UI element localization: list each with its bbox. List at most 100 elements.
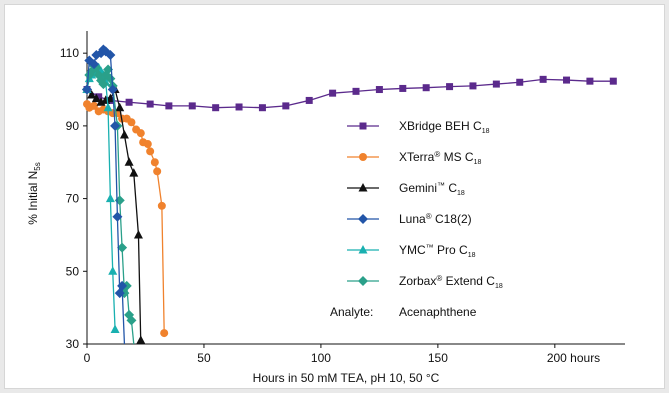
data-point: [188, 102, 196, 110]
legend-entry: XTerra® MS C18: [347, 150, 481, 166]
data-point: [146, 147, 155, 156]
series-layer: [82, 44, 617, 345]
legend-label-rest: C18(2): [432, 212, 472, 226]
data-point: [117, 242, 128, 253]
x-tick-label: 0: [84, 351, 91, 365]
legend-label-main: Zorbax: [399, 274, 436, 288]
data-point: [165, 102, 173, 110]
legend-label: Gemini™ C18: [399, 181, 465, 197]
annotation-label: Analyte:: [330, 305, 373, 319]
chart-panel: 30 50 70 90 110 0 50 100 150 200 hours XBridge BE…: [4, 4, 665, 389]
y-tick-label: 30: [66, 337, 80, 351]
data-point: [107, 84, 118, 95]
data-point: [469, 82, 477, 90]
data-point: [105, 193, 115, 203]
x-axis-label: Hours in 50 mM TEA, pH 10, 50 °C: [253, 371, 440, 385]
data-point: [422, 84, 430, 92]
data-point: [399, 84, 407, 92]
data-point: [329, 89, 337, 97]
series-0: [83, 75, 617, 112]
legend-label: Luna® C18(2): [399, 212, 472, 226]
data-point: [90, 101, 99, 110]
y-tick-label: 50: [66, 264, 80, 278]
legend-label-trademark: ™: [437, 181, 445, 190]
annotation-value: Acenaphthene: [399, 305, 477, 319]
y-axis-label-main: % Initial N: [26, 171, 40, 225]
data-point: [212, 104, 220, 112]
legend-label-sub: 18: [457, 190, 465, 197]
legend-entry: YMC™ Pro C18: [347, 243, 476, 259]
y-tick-label: 110: [60, 46, 79, 60]
data-point: [98, 79, 109, 90]
data-point: [95, 93, 103, 101]
data-point: [136, 129, 145, 138]
legend-label-trademark: ®: [426, 212, 432, 221]
data-point: [105, 49, 116, 60]
data-point: [143, 140, 152, 149]
data-point: [82, 84, 92, 95]
data-point: [119, 129, 129, 139]
legend-label-rest: Pro C: [434, 243, 468, 257]
data-point: [103, 64, 114, 75]
legend-label-sub: 18: [468, 252, 476, 259]
x-tick-label: 50: [197, 351, 211, 365]
data-point: [282, 102, 290, 110]
legend-entry: XBridge BEH C18: [347, 119, 490, 135]
data-point: [115, 102, 125, 112]
data-point: [563, 76, 571, 84]
series-3: [82, 44, 128, 345]
legend-label-trademark: ®: [436, 274, 442, 283]
legend-label: XBridge BEH C18: [399, 119, 490, 135]
data-point: [133, 229, 143, 239]
legend-swatch-marker: [358, 183, 368, 192]
data-point: [110, 120, 121, 131]
data-point: [125, 98, 133, 106]
data-point: [129, 168, 139, 177]
legend-swatch-marker: [358, 276, 368, 286]
data-point: [352, 87, 360, 95]
data-point: [609, 77, 617, 85]
data-point: [146, 100, 154, 108]
data-point: [539, 75, 547, 83]
data-point: [586, 77, 594, 85]
legend-label: XTerra® MS C18: [399, 150, 481, 166]
legend-label-main: Gemini: [399, 181, 437, 195]
data-point: [305, 96, 313, 104]
data-point: [105, 93, 115, 103]
data-point: [103, 102, 113, 112]
legend-label-rest: Extend C: [442, 274, 495, 288]
data-point: [89, 59, 100, 70]
y-tick-label: 90: [66, 119, 80, 133]
x-tick-label: 200 hours: [547, 351, 600, 365]
data-point: [446, 83, 454, 91]
data-point: [124, 309, 135, 320]
legend-label-rest: C: [445, 181, 457, 195]
data-point: [375, 86, 383, 94]
data-point: [516, 78, 524, 86]
legend-label-sub: 18: [474, 159, 482, 166]
data-point: [124, 157, 134, 166]
data-point: [86, 66, 97, 77]
legend-label: Zorbax® Extend C18: [399, 274, 503, 290]
axes: 30 50 70 90 110 0 50 100 150 200 hours: [60, 31, 625, 365]
data-point: [127, 118, 136, 127]
data-point: [150, 158, 159, 167]
legend-label-main: YMC: [399, 243, 426, 257]
data-point: [157, 201, 166, 210]
legend-label-trademark: ®: [434, 150, 440, 159]
legend-entry: Zorbax® Extend C18: [347, 274, 503, 290]
legend-entry: Gemini™ C18: [347, 181, 465, 197]
legend-label-sub: 18: [495, 283, 503, 290]
data-point: [258, 104, 266, 112]
x-tick-label: 150: [428, 351, 448, 365]
data-point: [492, 80, 500, 88]
legend-label-main: XBridge BEH C: [399, 119, 482, 133]
data-point: [87, 89, 97, 99]
legend-swatch-marker: [359, 122, 367, 130]
legend-label: YMC™ Pro C18: [399, 243, 476, 259]
data-point: [160, 329, 169, 338]
legend-label-trademark: ™: [426, 243, 434, 252]
data-point: [126, 315, 137, 326]
